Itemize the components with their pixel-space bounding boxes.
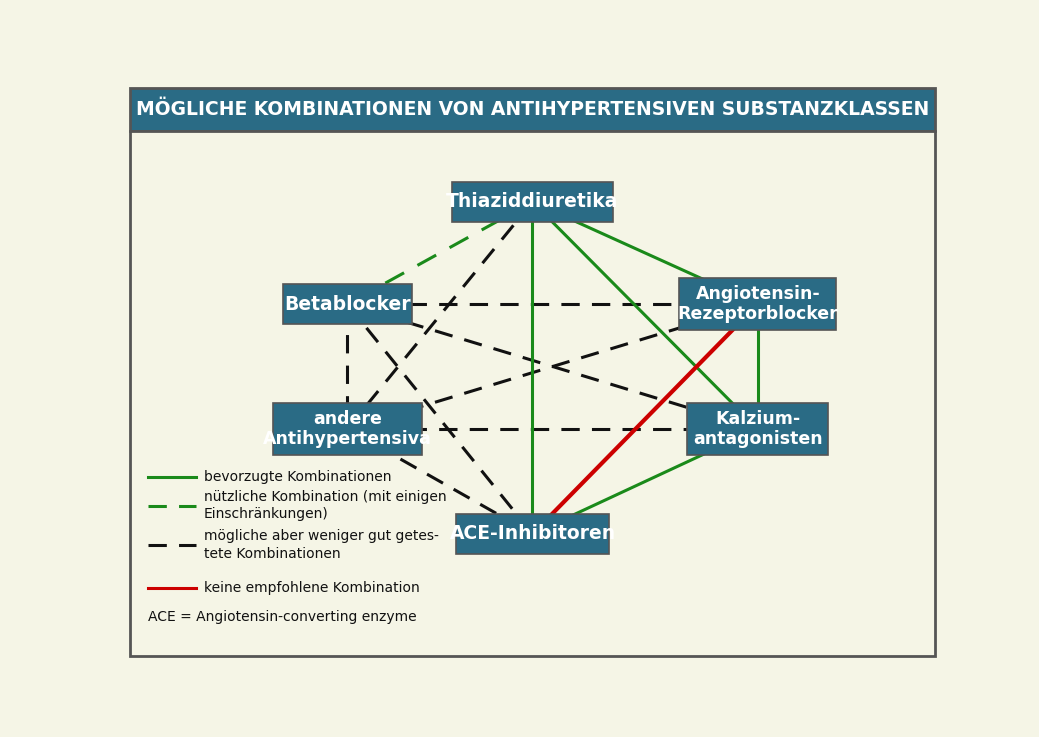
Text: Thiaziddiuretika: Thiaziddiuretika xyxy=(447,192,618,212)
Text: MÖGLICHE KOMBINATIONEN VON ANTIHYPERTENSIVEN SUBSTANZKLASSEN: MÖGLICHE KOMBINATIONEN VON ANTIHYPERTENS… xyxy=(136,100,929,119)
FancyBboxPatch shape xyxy=(680,278,836,330)
FancyBboxPatch shape xyxy=(283,284,411,324)
FancyBboxPatch shape xyxy=(273,403,422,455)
Text: mögliche aber weniger gut getes-
tete Kombinationen: mögliche aber weniger gut getes- tete Ko… xyxy=(204,529,438,561)
Text: bevorzugte Kombinationen: bevorzugte Kombinationen xyxy=(204,470,392,484)
Text: andere
Antihypertensiva: andere Antihypertensiva xyxy=(263,410,432,448)
FancyBboxPatch shape xyxy=(452,182,613,222)
Text: ACE-Inhibitoren: ACE-Inhibitoren xyxy=(450,525,615,543)
Text: Kalzium-
antagonisten: Kalzium- antagonisten xyxy=(693,410,823,448)
FancyBboxPatch shape xyxy=(130,131,935,656)
FancyBboxPatch shape xyxy=(688,403,828,455)
Text: Betablocker: Betablocker xyxy=(284,295,410,313)
FancyBboxPatch shape xyxy=(130,88,935,131)
Text: ACE = Angiotensin-converting enzyme: ACE = Angiotensin-converting enzyme xyxy=(148,610,417,624)
Text: Angiotensin-
Rezeptorblocker: Angiotensin- Rezeptorblocker xyxy=(677,284,838,324)
Text: nützliche Kombination (mit einigen
Einschränkungen): nützliche Kombination (mit einigen Einsc… xyxy=(204,489,447,522)
FancyBboxPatch shape xyxy=(456,514,609,553)
Text: keine empfohlene Kombination: keine empfohlene Kombination xyxy=(204,581,420,595)
